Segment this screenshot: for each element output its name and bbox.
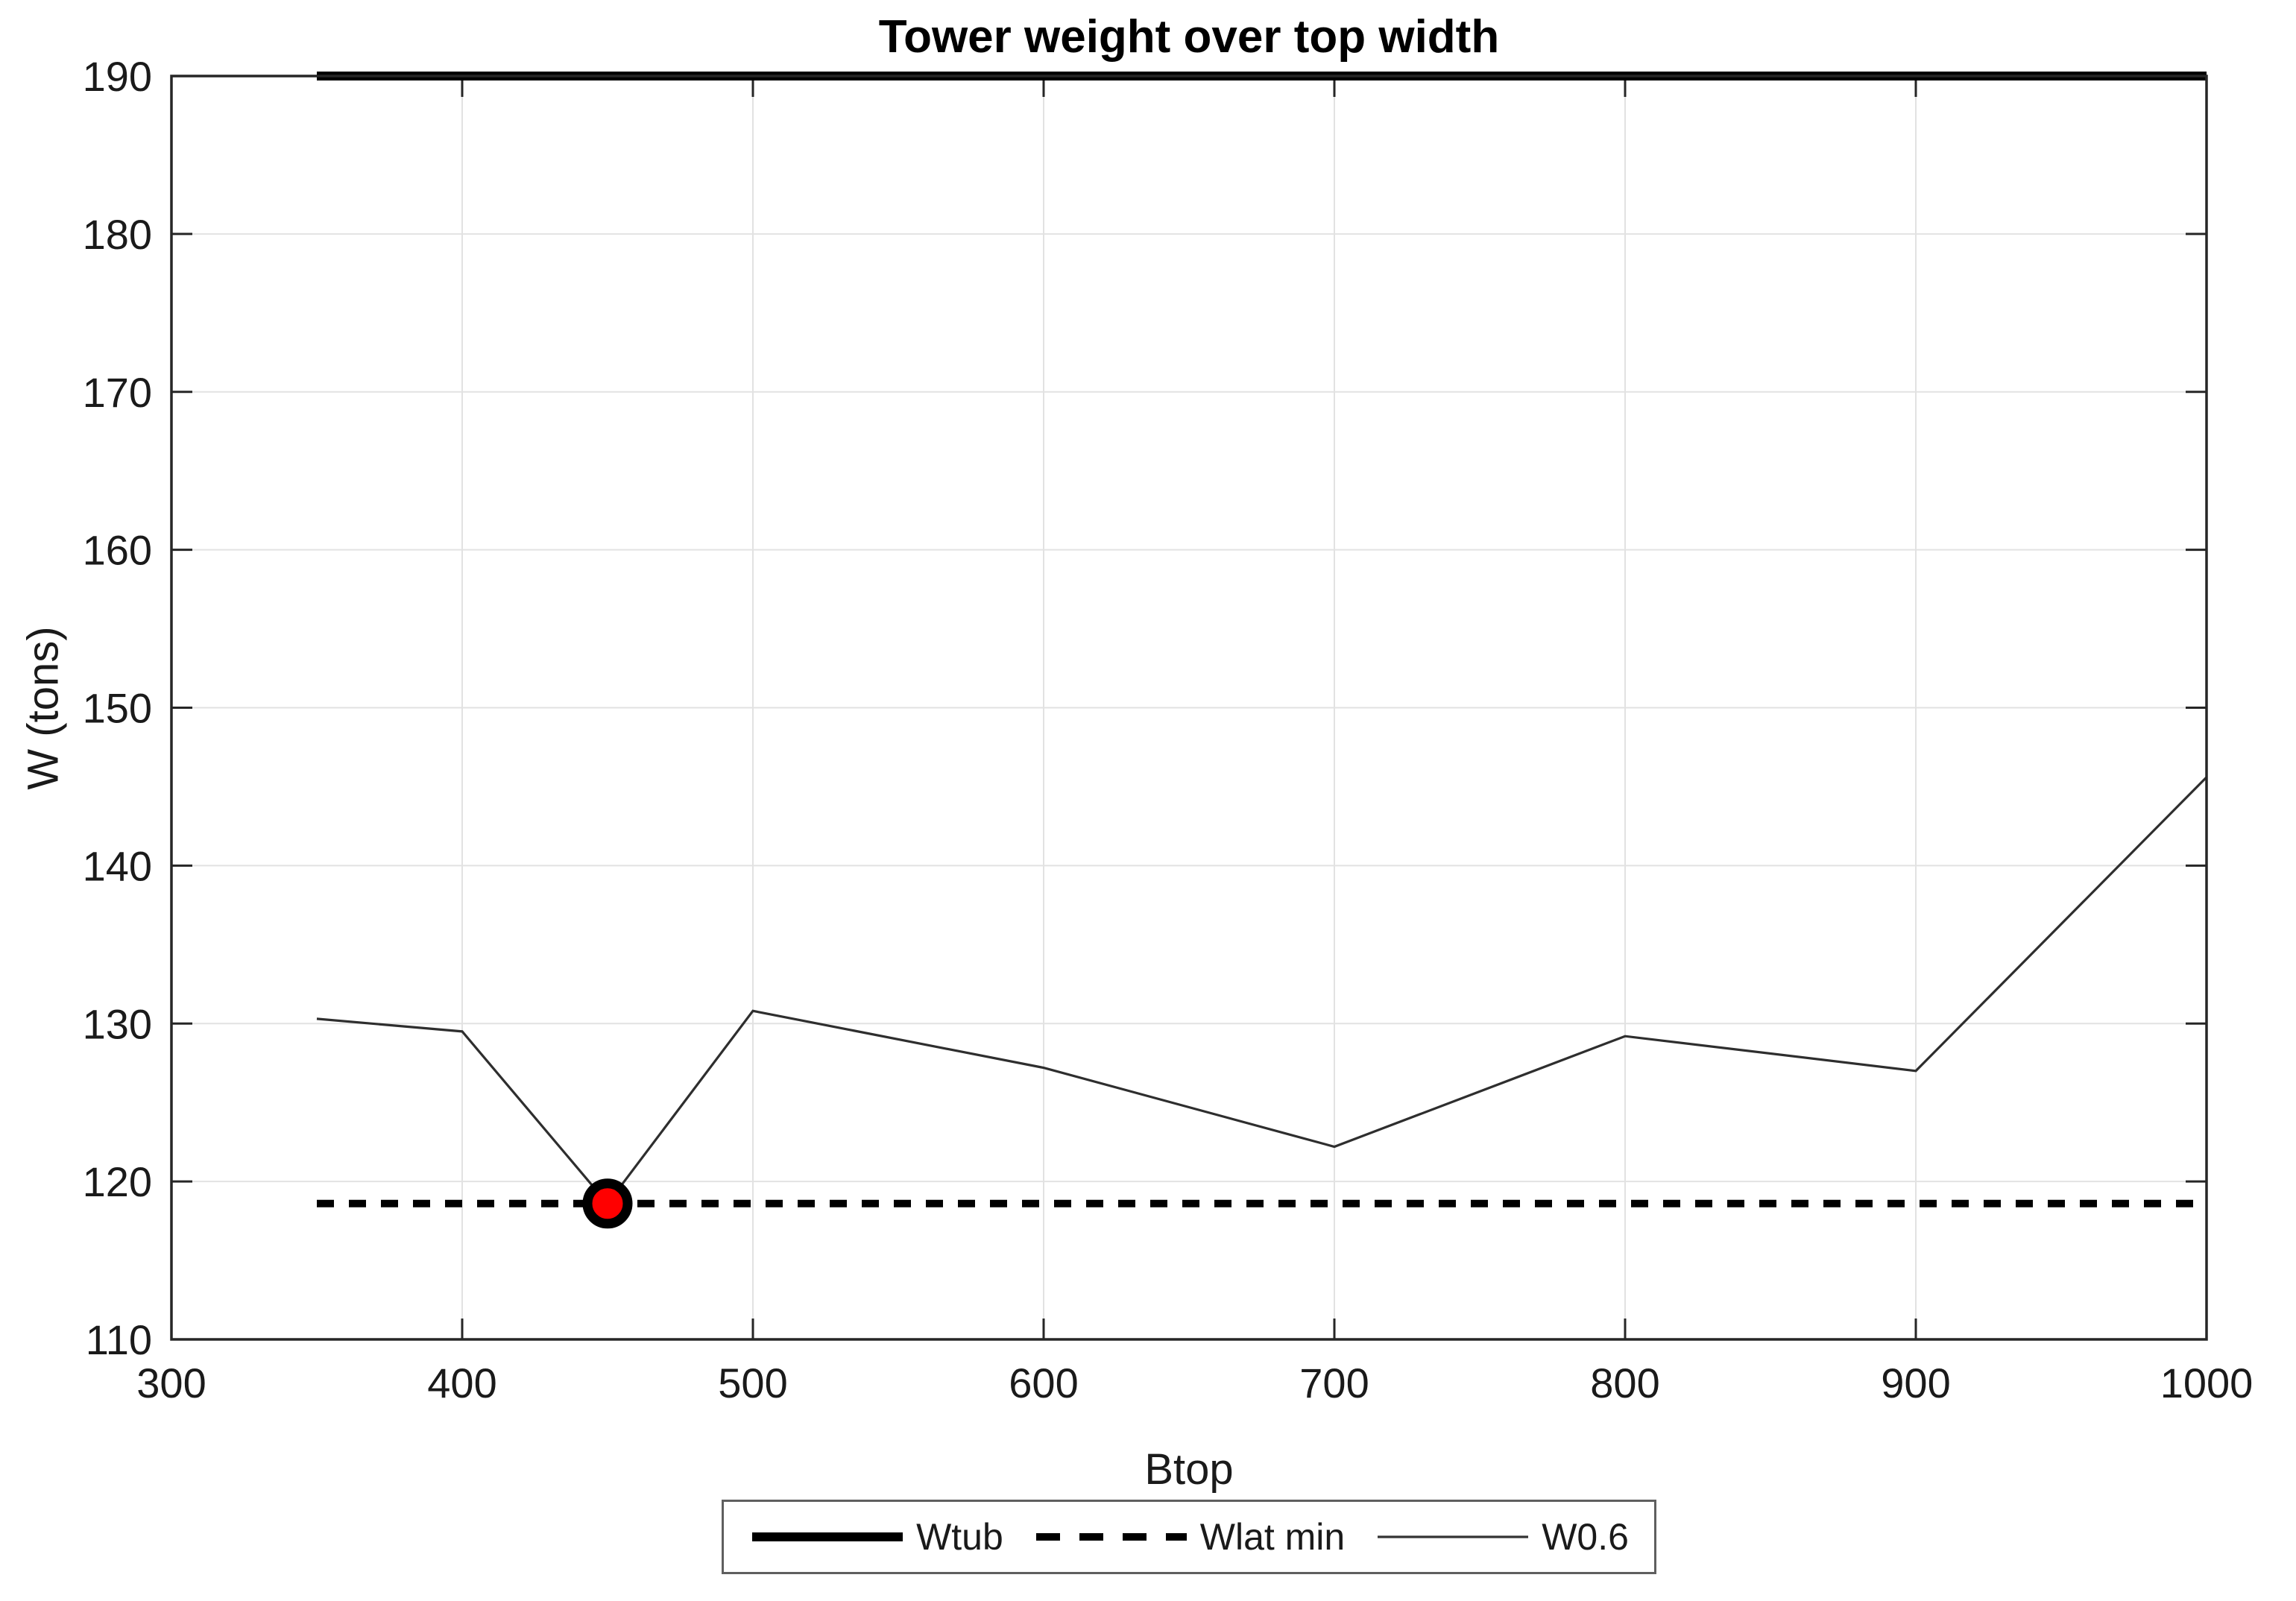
y-tick-label: 190 bbox=[83, 53, 152, 100]
y-tick-label: 180 bbox=[83, 211, 152, 258]
y-tick-label: 110 bbox=[86, 1316, 152, 1363]
legend-label: Wlat min bbox=[1199, 1516, 1346, 1558]
dashed-line-sample-icon bbox=[1035, 1533, 1187, 1541]
legend: Wtub Wlat min W0.6 bbox=[722, 1500, 1656, 1574]
x-tick-label: 1000 bbox=[2160, 1360, 2254, 1406]
x-axis-label: Btop bbox=[1144, 1445, 1234, 1494]
x-tick-label: 500 bbox=[718, 1360, 787, 1406]
x-tick-label: 300 bbox=[136, 1360, 206, 1406]
y-tick-label: 130 bbox=[83, 1000, 152, 1047]
legend-item-w06: W0.6 bbox=[1375, 1515, 1629, 1559]
y-tick-label: 140 bbox=[83, 842, 152, 889]
legend-container: Wtub Wlat min W0.6 bbox=[171, 1500, 2207, 1574]
legend-item-wlat-min: Wlat min bbox=[1033, 1515, 1345, 1559]
x-tick-label: 400 bbox=[427, 1360, 496, 1406]
y-tick-label: 170 bbox=[83, 369, 152, 416]
x-tick-label: 600 bbox=[1009, 1360, 1078, 1406]
legend-item-wtub: Wtub bbox=[749, 1515, 1003, 1559]
y-tick-label: 120 bbox=[83, 1158, 152, 1205]
x-tick-label: 700 bbox=[1299, 1360, 1369, 1406]
y-axis-label: W (tons) bbox=[19, 626, 68, 790]
y-tick-label: 160 bbox=[83, 527, 152, 574]
thin-line-sample-icon bbox=[1378, 1535, 1529, 1538]
x-tick-label: 900 bbox=[1881, 1360, 1950, 1406]
thick-line-sample-icon bbox=[752, 1532, 903, 1541]
y-tick-label: 150 bbox=[83, 685, 152, 732]
series-w0-6 bbox=[316, 776, 2208, 1206]
legend-label: W0.6 bbox=[1542, 1516, 1629, 1558]
chart-title: Tower weight over top width bbox=[878, 11, 1500, 63]
x-tick-label: 800 bbox=[1590, 1360, 1659, 1406]
legend-label: Wtub bbox=[916, 1516, 1003, 1558]
optimum-marker bbox=[582, 1178, 633, 1229]
axis-border bbox=[170, 75, 2208, 1341]
